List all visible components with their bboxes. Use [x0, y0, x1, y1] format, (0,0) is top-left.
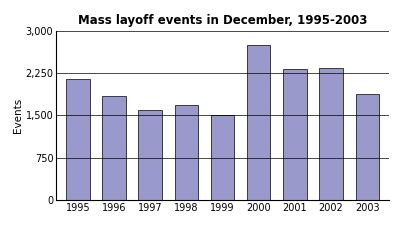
Bar	[102, 96, 126, 200]
Bar	[138, 110, 162, 200]
Bar	[356, 94, 379, 200]
Bar	[319, 68, 343, 200]
Title: Mass layoff events in December, 1995-2003: Mass layoff events in December, 1995-200…	[78, 14, 367, 27]
Bar	[211, 115, 234, 200]
Bar	[66, 79, 89, 200]
Y-axis label: Events: Events	[12, 98, 22, 133]
Bar	[247, 45, 271, 200]
Bar	[283, 69, 307, 200]
Bar	[174, 105, 198, 200]
